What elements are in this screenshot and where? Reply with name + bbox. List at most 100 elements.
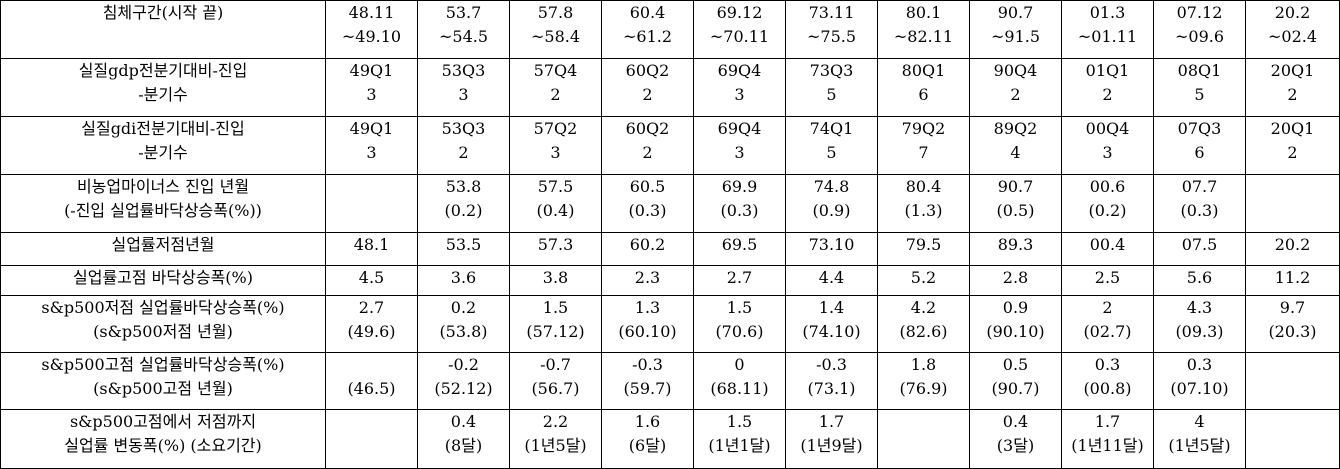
cell-text: 1.5: [726, 412, 753, 431]
cell-text: 3: [734, 143, 745, 162]
cell-text: 20Q1: [1270, 119, 1315, 138]
cell-text: 3: [734, 85, 745, 104]
table-cell: 5.6: [1153, 265, 1246, 296]
table-cell: 80Q1 6: [877, 58, 970, 117]
table-cell: [1245, 409, 1340, 469]
table-cell: 60.4 ~61.2: [601, 0, 694, 59]
table-cell: -0.2 (52.12): [417, 352, 510, 410]
table-cell: 0.5 (90.7): [969, 352, 1062, 410]
cell-text: 2: [642, 85, 653, 104]
cell-text: (68.11): [710, 379, 769, 398]
cell-text: 69.12: [716, 3, 763, 22]
cell-text: 3: [1102, 143, 1113, 162]
cell-text: 5: [826, 143, 837, 162]
cell-text: 00.6: [1089, 177, 1126, 196]
cell-content: 73Q3 5: [787, 60, 877, 116]
row-header: 실질gdi전분기대비-진입 -분기수: [0, 116, 326, 175]
cell-text: 5.2: [910, 268, 937, 287]
table-row: 실업률고점 바닥상승폭(%) 4.5 3.6 3.8 2.3 2.7 4.4 5.2 2.8 2.…: [0, 265, 1340, 296]
table-cell: 2.3: [601, 265, 694, 296]
cell-content: 0.9 (90.10): [971, 297, 1061, 352]
cell-text: (90.10): [986, 322, 1045, 341]
cell-text: 90Q4: [993, 61, 1038, 80]
cell-text: 90.7: [997, 177, 1034, 196]
cell-text: (0.3): [1180, 201, 1219, 220]
table-cell: [1245, 174, 1340, 233]
cell-content: 2.3: [603, 267, 693, 295]
table-cell: 74Q1 5: [785, 116, 878, 175]
cell-content: 4.4: [787, 267, 877, 295]
cell-content: 5.2: [879, 267, 969, 295]
cell-text: (0.3): [720, 201, 759, 220]
cell-text: (0.2): [1088, 201, 1127, 220]
cell-text: 60Q2: [625, 61, 670, 80]
cell-content: 4.5: [327, 267, 417, 295]
row-header: s&p500고점에서 저점까지 실업률 변동폭(%) (소요기간): [0, 409, 326, 469]
cell-text: -0.2: [448, 355, 479, 374]
table-cell: [325, 409, 418, 469]
cell-text: (8달): [444, 436, 483, 455]
row-label: -분기수: [138, 85, 188, 104]
cell-text: (1.3): [904, 201, 943, 220]
table-cell: 1.7 (1년9달): [785, 409, 878, 469]
cell-text: 20.2: [1274, 3, 1311, 22]
cell-text: 0.9: [1002, 298, 1029, 317]
table-cell: 1.6 (6달): [601, 409, 694, 469]
cell-content: 2.7 (49.6): [327, 297, 417, 352]
cell-text: 2: [1010, 85, 1021, 104]
cell-text: (09.3): [1175, 322, 1224, 341]
table-cell: 48.11 ~49.10: [325, 0, 418, 59]
cell-text: 7: [918, 143, 929, 162]
table-row: s&p500고점에서 저점까지 실업률 변동폭(%) (소요기간) 0.4 (8달) 2…: [0, 409, 1340, 469]
table-cell: 07.7 (0.3): [1153, 174, 1246, 233]
cell-text: (57.12): [526, 322, 585, 341]
row-header: s&p500고점 실업률바닥상승폭(%) (s&p500고점 년월): [0, 352, 326, 410]
cell-content: 69Q4 3: [695, 118, 785, 174]
cell-content: 비농업마이너스 진입 년월 (-진입 실업률바닥상승폭(%)): [2, 176, 325, 232]
cell-content: 53.7 ~54.5: [419, 2, 509, 58]
row-label: (s&p500저점 년월): [93, 322, 233, 341]
cell-content: 0.4 (8달): [419, 411, 509, 468]
cell-content: 2.2 (1년5달): [511, 411, 601, 468]
table-cell: 74.8 (0.9): [785, 174, 878, 233]
cell-content: 3.6: [419, 267, 509, 295]
cell-text: 3: [550, 143, 561, 162]
table-row: 실업률저점년월 48.1 53.5 57.3 60.2 69.5 73.10 79.5 89.3…: [0, 232, 1340, 266]
cell-content: s&p500고점 실업률바닥상승폭(%) (s&p500고점 년월): [2, 354, 325, 409]
cell-content: 90Q4 2: [971, 60, 1061, 116]
cell-text: 4: [1194, 412, 1205, 431]
table-cell: 60.5 (0.3): [601, 174, 694, 233]
cell-text: (1년5달): [524, 436, 587, 455]
cell-text: 07Q3: [1177, 119, 1222, 138]
row-header: 침체구간(시작 끝): [0, 0, 326, 59]
cell-content: 2 (02.7): [1063, 297, 1153, 352]
table-cell: 3.8: [509, 265, 602, 296]
table-cell: 2.7 (49.6): [325, 295, 418, 353]
cell-content: 00.6 (0.2): [1063, 176, 1153, 232]
cell-text: 2: [550, 85, 561, 104]
cell-text: 2: [1102, 298, 1113, 317]
cell-text: 2: [1287, 85, 1298, 104]
cell-content: [1247, 176, 1339, 232]
cell-text: (0.9): [812, 201, 851, 220]
table-cell: -0.7 (56.7): [509, 352, 602, 410]
cell-text: (76.9): [899, 379, 948, 398]
row-label: (s&p500고점 년월): [93, 379, 233, 398]
cell-text: -0.3: [632, 355, 663, 374]
cell-content: 48.1: [327, 234, 417, 265]
cell-content: 08Q1 5: [1155, 60, 1245, 116]
cell-text: -0.7: [540, 355, 571, 374]
cell-text: (82.6): [899, 322, 948, 341]
cell-text: 57Q2: [533, 119, 578, 138]
cell-content: 0.3 (07.10): [1155, 354, 1245, 409]
cell-content: 89.3: [971, 234, 1061, 265]
table-cell: 2.8: [969, 265, 1062, 296]
cell-content: 1.4 (74.10): [787, 297, 877, 352]
table-cell: 79.5: [877, 232, 970, 266]
table-cell: 69Q4 3: [693, 58, 786, 117]
cell-content: 01Q1 2: [1063, 60, 1153, 116]
table-cell: 2.7: [693, 265, 786, 296]
cell-text: 1.6: [634, 412, 661, 431]
cell-text: (02.7): [1083, 322, 1132, 341]
cell-content: 69.9 (0.3): [695, 176, 785, 232]
